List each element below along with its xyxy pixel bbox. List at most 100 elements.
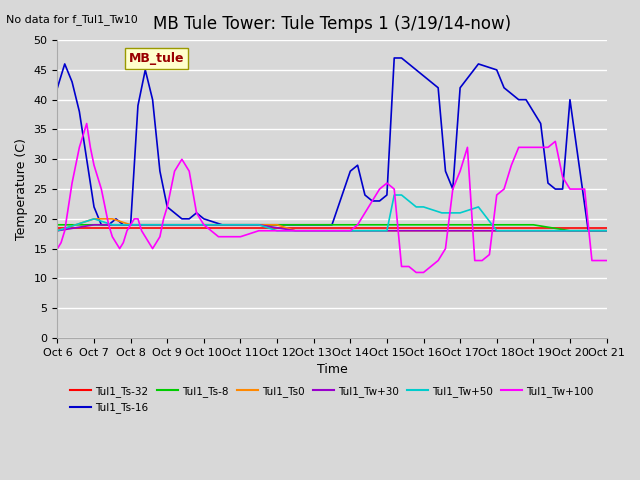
Tul1_Tw+50 (390, 192, 398, 198)
Tul1_Tw+50 (548, 228, 556, 234)
Tul1_Ts0 (145, 222, 153, 228)
Tul1_Ts-8 (383, 222, 391, 228)
X-axis label: Time: Time (317, 363, 348, 376)
Tul1_Tw+30 (365, 228, 372, 234)
Tul1_Tw+50 (529, 228, 537, 234)
Line: Tul1_Tw+50: Tul1_Tw+50 (58, 195, 607, 231)
Tul1_Ts0 (292, 228, 300, 234)
Legend: Tul1_Ts-32, Tul1_Ts-16, Tul1_Ts-8, Tul1_Ts0, Tul1_Tw+30, Tul1_Tw+50, Tul1_Tw+100: Tul1_Ts-32, Tul1_Ts-16, Tul1_Ts-8, Tul1_… (67, 382, 598, 417)
Tul1_Tw+100 (141, 234, 149, 240)
Tul1_Ts-8 (456, 222, 464, 228)
Tul1_Tw+100 (500, 186, 508, 192)
Tul1_Ts0 (511, 228, 519, 234)
Line: Tul1_Ts-8: Tul1_Ts-8 (58, 225, 607, 231)
Tul1_Tw+50 (420, 204, 428, 210)
Tul1_Ts-8 (200, 222, 208, 228)
Tul1_Ts0 (237, 222, 244, 228)
Tul1_Tw+50 (90, 216, 98, 222)
Tul1_Tw+50 (237, 222, 244, 228)
Tul1_Ts-32 (310, 225, 317, 231)
Tul1_Ts-8 (54, 222, 61, 228)
Tul1_Ts-8 (273, 222, 281, 228)
Tul1_Ts0 (365, 228, 372, 234)
Tul1_Ts0 (328, 228, 336, 234)
Tul1_Ts-32 (529, 225, 537, 231)
Tul1_Tw+30 (529, 228, 537, 234)
Tul1_Tw+50 (475, 204, 483, 210)
Tul1_Ts-32 (54, 225, 61, 231)
Tul1_Tw+50 (200, 222, 208, 228)
Tul1_Tw+50 (145, 222, 153, 228)
Tul1_Ts0 (584, 228, 592, 234)
Tul1_Ts-32 (383, 225, 391, 231)
Tul1_Tw+50 (412, 204, 420, 210)
Tul1_Tw+30 (548, 228, 556, 234)
Tul1_Ts0 (493, 228, 500, 234)
Tul1_Ts-8 (529, 222, 537, 228)
Tul1_Ts-8 (493, 222, 500, 228)
Tul1_Ts0 (273, 222, 281, 228)
Tul1_Tw+30 (584, 228, 592, 234)
Y-axis label: Temperature (C): Temperature (C) (15, 138, 28, 240)
Tul1_Tw+50 (566, 228, 574, 234)
Tul1_Ts-32 (273, 225, 281, 231)
Tul1_Ts-8 (566, 228, 574, 234)
Tul1_Ts-32 (163, 225, 171, 231)
Tul1_Tw+50 (108, 222, 116, 228)
Tul1_Ts0 (456, 228, 464, 234)
Tul1_Ts-32 (127, 225, 134, 231)
Tul1_Tw+30 (90, 222, 98, 228)
Tul1_Ts-8 (420, 222, 428, 228)
Tul1_Tw+100 (486, 252, 493, 257)
Tul1_Tw+30 (456, 228, 464, 234)
Tul1_Tw+100 (412, 270, 420, 276)
Tul1_Tw+30 (310, 228, 317, 234)
Tul1_Ts-32 (566, 225, 574, 231)
Tul1_Tw+30 (493, 228, 500, 234)
Tul1_Ts0 (54, 228, 61, 234)
Tul1_Ts-8 (237, 222, 244, 228)
Tul1_Ts-8 (310, 222, 317, 228)
Tul1_Tw+50 (310, 228, 317, 234)
Tul1_Tw+30 (566, 228, 574, 234)
Tul1_Ts-16 (522, 97, 530, 103)
Tul1_Ts0 (310, 228, 317, 234)
Tul1_Tw+50 (456, 210, 464, 216)
Tul1_Ts-16 (584, 228, 592, 234)
Tul1_Ts-32 (346, 225, 354, 231)
Tul1_Ts-8 (163, 222, 171, 228)
Tul1_Ts0 (72, 222, 79, 228)
Tul1_Tw+30 (603, 228, 611, 234)
Tul1_Tw+50 (493, 228, 500, 234)
Tul1_Ts-16 (559, 186, 566, 192)
Tul1_Ts-8 (127, 222, 134, 228)
Line: Tul1_Ts0: Tul1_Ts0 (58, 219, 607, 231)
Tul1_Tw+50 (127, 222, 134, 228)
Tul1_Tw+50 (218, 222, 226, 228)
Tul1_Tw+50 (603, 228, 611, 234)
Tul1_Tw+30 (163, 222, 171, 228)
Tul1_Tw+50 (397, 192, 405, 198)
Tul1_Tw+30 (511, 228, 519, 234)
Tul1_Ts0 (438, 228, 445, 234)
Tul1_Tw+30 (401, 228, 409, 234)
Tul1_Tw+50 (584, 228, 592, 234)
Tul1_Tw+30 (328, 228, 336, 234)
Tul1_Ts0 (90, 216, 98, 222)
Tul1_Ts0 (255, 222, 262, 228)
Tul1_Ts-8 (603, 228, 611, 234)
Tul1_Tw+30 (108, 222, 116, 228)
Tul1_Ts-16 (427, 79, 435, 84)
Tul1_Tw+30 (273, 225, 281, 231)
Tul1_Ts0 (603, 228, 611, 234)
Tul1_Tw+50 (438, 210, 445, 216)
Tul1_Tw+30 (292, 228, 300, 234)
Tul1_Tw+30 (475, 228, 483, 234)
Tul1_Tw+30 (218, 222, 226, 228)
Tul1_Tw+30 (346, 228, 354, 234)
Tul1_Ts-16 (54, 85, 61, 91)
Tul1_Tw+30 (72, 225, 79, 231)
Tul1_Ts-32 (603, 225, 611, 231)
Tul1_Ts0 (346, 228, 354, 234)
Tul1_Tw+50 (273, 228, 281, 234)
